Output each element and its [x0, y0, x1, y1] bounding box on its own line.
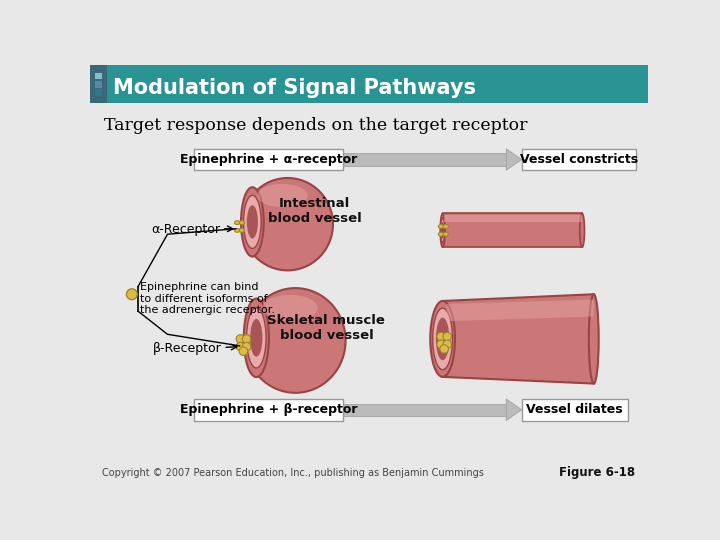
- Circle shape: [236, 335, 245, 343]
- Ellipse shape: [241, 187, 264, 256]
- Text: Skeletal muscle
blood vessel: Skeletal muscle blood vessel: [267, 314, 385, 342]
- Ellipse shape: [247, 205, 258, 239]
- Circle shape: [239, 347, 248, 355]
- Text: Vessel constricts: Vessel constricts: [520, 153, 638, 166]
- Polygon shape: [506, 399, 522, 421]
- Text: β-Receptor: β-Receptor: [153, 342, 222, 355]
- Text: Intestinal
blood vessel: Intestinal blood vessel: [268, 197, 361, 225]
- Circle shape: [440, 345, 449, 353]
- Ellipse shape: [239, 221, 245, 225]
- Ellipse shape: [433, 308, 452, 370]
- FancyBboxPatch shape: [96, 90, 102, 96]
- Circle shape: [127, 289, 138, 300]
- Text: Epinephrine + β-receptor: Epinephrine + β-receptor: [179, 403, 357, 416]
- Ellipse shape: [438, 225, 444, 228]
- Circle shape: [243, 342, 251, 351]
- Ellipse shape: [235, 221, 240, 225]
- Ellipse shape: [436, 318, 449, 360]
- Ellipse shape: [243, 178, 333, 271]
- Ellipse shape: [441, 218, 444, 243]
- FancyBboxPatch shape: [107, 65, 648, 103]
- FancyBboxPatch shape: [194, 399, 343, 421]
- Text: Vessel dilates: Vessel dilates: [526, 403, 623, 416]
- Circle shape: [443, 333, 451, 341]
- Ellipse shape: [244, 299, 269, 377]
- Circle shape: [443, 340, 451, 348]
- Ellipse shape: [258, 184, 307, 207]
- Ellipse shape: [443, 225, 449, 228]
- Circle shape: [437, 333, 446, 341]
- Text: Epinephrine can bind
to different isoforms of
the adrenergic receptor.: Epinephrine can bind to different isofor…: [140, 282, 275, 315]
- FancyBboxPatch shape: [96, 81, 102, 88]
- Ellipse shape: [440, 213, 445, 247]
- Ellipse shape: [431, 301, 455, 377]
- Text: Copyright © 2007 Pearson Education, Inc., publishing as Benjamin Cummings: Copyright © 2007 Pearson Education, Inc.…: [102, 468, 485, 478]
- Text: Target response depends on the target receptor: Target response depends on the target re…: [104, 117, 528, 134]
- Text: Modulation of Signal Pathways: Modulation of Signal Pathways: [113, 78, 476, 98]
- Ellipse shape: [239, 228, 245, 232]
- FancyBboxPatch shape: [343, 403, 508, 416]
- FancyBboxPatch shape: [522, 399, 628, 421]
- Ellipse shape: [243, 195, 261, 248]
- Polygon shape: [443, 294, 594, 383]
- Polygon shape: [446, 300, 594, 321]
- FancyBboxPatch shape: [522, 148, 636, 170]
- Text: α-Receptor: α-Receptor: [151, 223, 220, 236]
- Polygon shape: [506, 148, 522, 170]
- Ellipse shape: [246, 308, 266, 368]
- Ellipse shape: [245, 288, 346, 393]
- Ellipse shape: [250, 319, 263, 357]
- Ellipse shape: [441, 222, 444, 238]
- Ellipse shape: [235, 228, 240, 232]
- Ellipse shape: [580, 213, 585, 247]
- Ellipse shape: [443, 232, 449, 236]
- Polygon shape: [444, 215, 582, 222]
- Circle shape: [236, 342, 245, 351]
- Polygon shape: [443, 213, 582, 247]
- Text: Epinephrine + α-receptor: Epinephrine + α-receptor: [179, 153, 357, 166]
- FancyBboxPatch shape: [96, 72, 102, 79]
- Circle shape: [243, 335, 251, 343]
- Ellipse shape: [438, 232, 444, 236]
- Text: Figure 6-18: Figure 6-18: [559, 467, 636, 480]
- FancyBboxPatch shape: [343, 153, 508, 166]
- FancyBboxPatch shape: [90, 65, 107, 103]
- FancyBboxPatch shape: [194, 148, 343, 170]
- Ellipse shape: [589, 294, 599, 383]
- Circle shape: [437, 340, 446, 348]
- Ellipse shape: [262, 295, 318, 321]
